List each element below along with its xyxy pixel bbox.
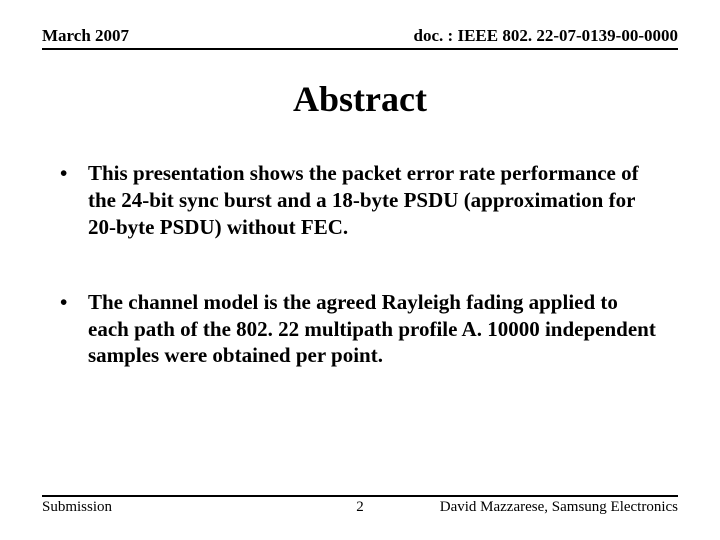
slide-header: March 2007 doc. : IEEE 802. 22-07-0139-0… bbox=[42, 26, 678, 50]
slide-title: Abstract bbox=[0, 78, 720, 120]
bullet-marker: • bbox=[60, 160, 88, 241]
bullet-marker: • bbox=[60, 289, 88, 370]
bullet-item: • The channel model is the agreed Raylei… bbox=[60, 289, 660, 370]
footer-author: David Mazzarese, Samsung Electronics bbox=[440, 499, 678, 516]
bullet-text: This presentation shows the packet error… bbox=[88, 160, 660, 241]
slide-footer: Submission 2 David Mazzarese, Samsung El… bbox=[42, 495, 678, 516]
footer-label: Submission bbox=[42, 499, 112, 516]
bullet-text: The channel model is the agreed Rayleigh… bbox=[88, 289, 660, 370]
slide-body: • This presentation shows the packet err… bbox=[60, 160, 660, 417]
header-date: March 2007 bbox=[42, 26, 129, 46]
header-doc-id: doc. : IEEE 802. 22-07-0139-00-0000 bbox=[414, 26, 678, 46]
bullet-item: • This presentation shows the packet err… bbox=[60, 160, 660, 241]
